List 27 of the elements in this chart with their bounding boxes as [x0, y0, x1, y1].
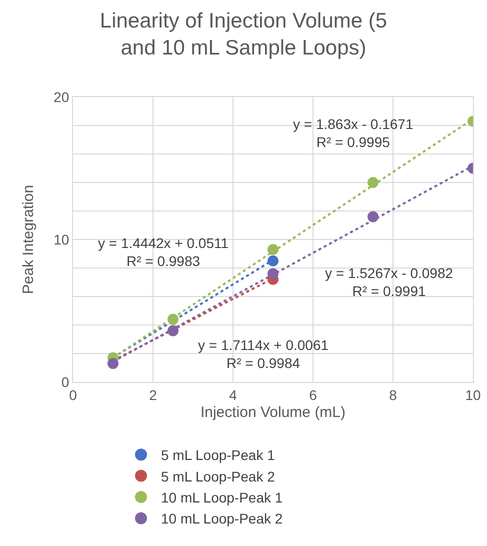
point [268, 268, 278, 280]
x-tick-label: 2 [149, 386, 158, 403]
point [368, 177, 378, 188]
y-tick-label: 0 [61, 374, 70, 390]
point [168, 314, 178, 325]
x-tick-label: 6 [309, 386, 318, 403]
chart-title: Linearity of Injection Volume (5 and 10 mL Sample Loops) [100, 9, 388, 60]
point [268, 244, 278, 255]
annotation: y = 1.5267x - 0.0982 R² = 0.9991 [325, 265, 454, 300]
y-axis-title: Peak Integration [20, 184, 37, 294]
point [168, 325, 178, 336]
x-tick-label: 10 [465, 386, 481, 403]
legend-label: 10 mL Loop-Peak 1 [161, 489, 283, 506]
point [268, 255, 278, 266]
y-tick-label: 20 [54, 88, 70, 105]
annotation: y = 1.863x - 0.1671 R² = 0.9995 [293, 116, 414, 150]
legend-label: 5 mL Loop-Peak 2 [161, 468, 276, 484]
legend-label: 5 mL Loop-Peak 1 [161, 447, 276, 464]
point [368, 211, 378, 222]
annotation: y = 1.7114x + 0.0061 R² = 0.9984 [198, 337, 329, 372]
annotation: y = 1.4442x + 0.0511 R² = 0.9983 [98, 235, 229, 270]
point [108, 358, 118, 369]
x-axis-title: Injection Volume (mL) [200, 404, 346, 421]
y-tick-label: 10 [54, 231, 70, 248]
legend-label: 10 mL Loop-Peak 2 [161, 510, 283, 527]
x-tick-label: 4 [229, 386, 238, 403]
x-tick-label: 8 [389, 386, 398, 403]
